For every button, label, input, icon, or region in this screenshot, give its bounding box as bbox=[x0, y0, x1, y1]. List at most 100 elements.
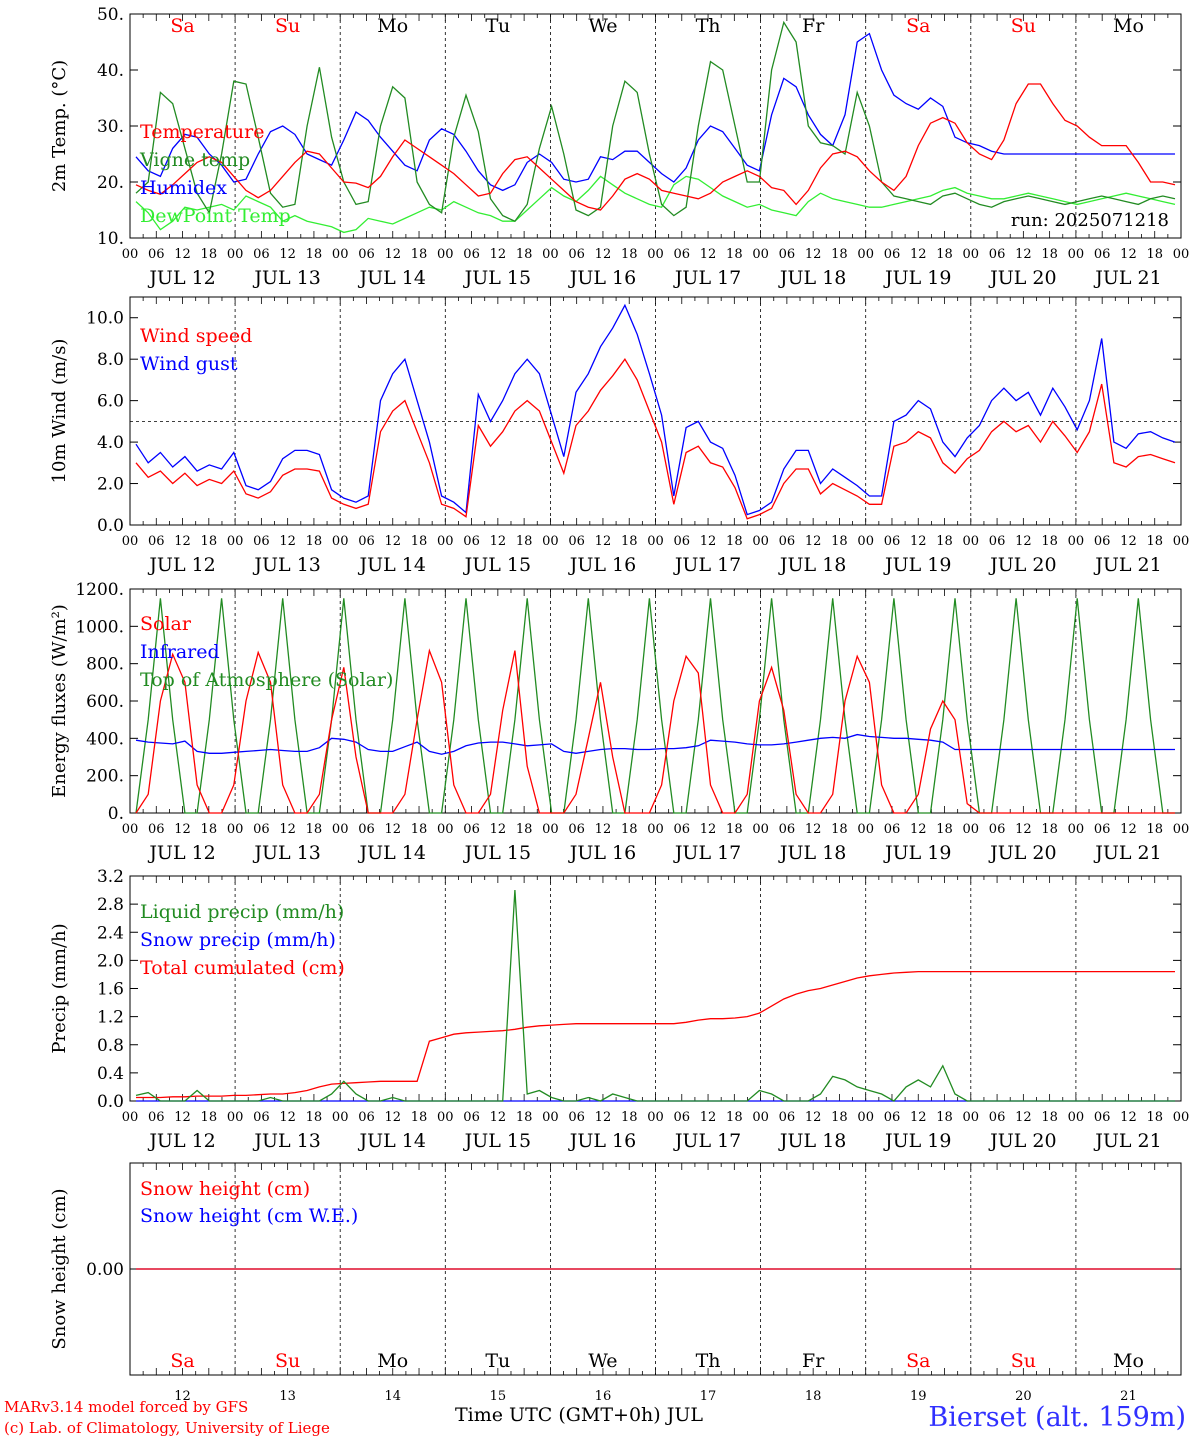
day-abbrev: Su bbox=[1011, 1350, 1036, 1372]
y-tick-label: 0.00 bbox=[86, 1260, 124, 1280]
hour-label: 06 bbox=[779, 1110, 796, 1125]
hour-label: 00 bbox=[122, 1110, 139, 1125]
series-line-infrared bbox=[135, 733, 1175, 755]
day-number: 19 bbox=[910, 1389, 927, 1404]
y-tick-label: 2.8 bbox=[97, 895, 124, 915]
hour-label: 18 bbox=[201, 1110, 218, 1125]
hour-label: 12 bbox=[279, 247, 296, 262]
day-number: 17 bbox=[700, 1389, 717, 1404]
date-label: JUL 18 bbox=[778, 1130, 846, 1152]
hour-label: 18 bbox=[936, 1110, 953, 1125]
hour-label: 18 bbox=[621, 1110, 638, 1125]
y-tick-label: 1.6 bbox=[97, 980, 124, 1000]
date-label: JUL 15 bbox=[463, 554, 531, 576]
hour-label: 12 bbox=[490, 1110, 507, 1125]
date-label: JUL 12 bbox=[147, 1130, 215, 1152]
hour-label: 00 bbox=[1068, 1110, 1085, 1125]
hour-label: 00 bbox=[647, 822, 664, 837]
hour-label: 00 bbox=[122, 822, 139, 837]
hour-label: 18 bbox=[306, 247, 323, 262]
y-tick-label: 10.0 bbox=[86, 309, 124, 329]
hour-label: 06 bbox=[358, 247, 375, 262]
x-axis-title: Time UTC (GMT+0h) JUL bbox=[455, 1404, 703, 1426]
hour-label: 18 bbox=[1146, 822, 1163, 837]
y-tick-label: 20. bbox=[97, 173, 124, 193]
hour-label: 12 bbox=[174, 822, 191, 837]
day-abbrev: Su bbox=[275, 1350, 300, 1372]
hour-label: 00 bbox=[857, 534, 874, 549]
day-number: 20 bbox=[1015, 1389, 1032, 1404]
day-abbrev: Mo bbox=[1113, 1350, 1144, 1372]
legend-entry: Total cumulated (cm) bbox=[140, 957, 345, 979]
y-tick-label: 2.0 bbox=[97, 475, 124, 495]
hour-label: 00 bbox=[857, 1110, 874, 1125]
hour-label: 18 bbox=[516, 534, 533, 549]
hour-label: 06 bbox=[253, 822, 270, 837]
legend-entry: Humidex bbox=[140, 177, 227, 199]
station-name: Bierset (alt. 159m) bbox=[928, 1402, 1186, 1433]
y-tick-label: 4.0 bbox=[97, 433, 124, 453]
hour-label: 12 bbox=[384, 247, 401, 262]
date-label: JUL 13 bbox=[252, 267, 320, 289]
hour-label: 18 bbox=[411, 822, 428, 837]
day-abbrev: Mo bbox=[377, 1350, 408, 1372]
hour-label: 12 bbox=[279, 534, 296, 549]
date-label: JUL 21 bbox=[1093, 554, 1161, 576]
hour-label: 12 bbox=[1120, 1110, 1137, 1125]
hour-label: 12 bbox=[805, 822, 822, 837]
day-abbrev: Tu bbox=[485, 1350, 510, 1372]
legend-entry: DewPoint Temp bbox=[140, 205, 291, 227]
hour-label: 12 bbox=[700, 534, 717, 549]
hour-label: 18 bbox=[516, 247, 533, 262]
legend-entry: Top of Atmosphere (Solar) bbox=[140, 669, 393, 691]
y-tick-label: 400. bbox=[86, 729, 124, 749]
legend-entry: Wind gust bbox=[140, 353, 238, 375]
hour-label: 12 bbox=[1120, 247, 1137, 262]
run-annotation: run: 2025071218 bbox=[1011, 210, 1169, 231]
hour-label: 06 bbox=[884, 534, 901, 549]
day-abbrev: Sa bbox=[170, 1350, 194, 1372]
hour-label: 12 bbox=[279, 822, 296, 837]
date-label: JUL 19 bbox=[883, 554, 951, 576]
date-label: JUL 16 bbox=[568, 267, 636, 289]
hour-label: 00 bbox=[542, 534, 559, 549]
legend-entry: Liquid precip (mm/h) bbox=[140, 901, 344, 923]
hour-label: 12 bbox=[910, 1110, 927, 1125]
hour-label: 12 bbox=[595, 247, 612, 262]
hour-label: 06 bbox=[674, 247, 691, 262]
hour-label: 00 bbox=[752, 1110, 769, 1125]
hour-label: 18 bbox=[201, 822, 218, 837]
hour-label: 12 bbox=[700, 247, 717, 262]
hour-label: 00 bbox=[1068, 247, 1085, 262]
y-tick-label: 1000. bbox=[75, 617, 124, 637]
hour-label: 06 bbox=[358, 1110, 375, 1125]
hour-label: 12 bbox=[910, 534, 927, 549]
hour-label: 18 bbox=[516, 1110, 533, 1125]
hour-label: 18 bbox=[726, 534, 743, 549]
hour-label: 12 bbox=[174, 534, 191, 549]
y-tick-label: 30. bbox=[97, 117, 124, 137]
date-label: JUL 17 bbox=[673, 554, 741, 576]
hour-label: 06 bbox=[1094, 1110, 1111, 1125]
hour-label: 18 bbox=[1041, 247, 1058, 262]
date-label: JUL 16 bbox=[568, 842, 636, 864]
hour-label: 00 bbox=[647, 247, 664, 262]
legend-entry: Snow height (cm W.E.) bbox=[140, 1205, 358, 1227]
hour-label: 06 bbox=[1094, 247, 1111, 262]
y-tick-label: 200. bbox=[86, 767, 124, 787]
series-line-solar bbox=[135, 648, 1175, 814]
date-label: JUL 18 bbox=[778, 842, 846, 864]
hour-label: 18 bbox=[306, 822, 323, 837]
hour-label: 18 bbox=[831, 822, 848, 837]
hour-label: 06 bbox=[1094, 822, 1111, 837]
hour-label: 18 bbox=[726, 1110, 743, 1125]
hour-label: 18 bbox=[201, 534, 218, 549]
hour-label: 12 bbox=[490, 247, 507, 262]
legend-entry: Wind speed bbox=[140, 325, 252, 347]
date-label: JUL 13 bbox=[252, 1130, 320, 1152]
legend-entry: Snow height (cm) bbox=[140, 1178, 310, 1200]
series-line-dewpoint-temp bbox=[135, 175, 1176, 234]
date-label: JUL 20 bbox=[988, 267, 1056, 289]
date-label: JUL 14 bbox=[358, 267, 426, 289]
date-label: JUL 17 bbox=[673, 842, 741, 864]
